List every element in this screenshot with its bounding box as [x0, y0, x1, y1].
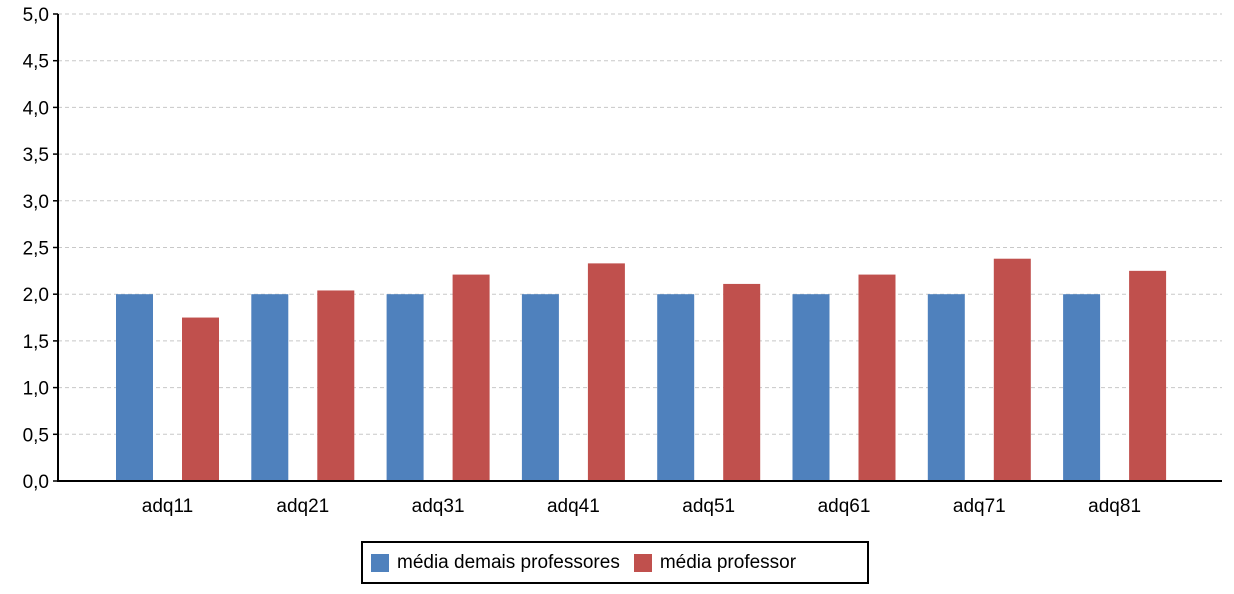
- bar-adq41-series-1: [521, 294, 559, 481]
- y-axis-ticks: 0,0 0,5 1,0 1,5 2,0 2,5 3,0 3,5 4,0 4,5 5,0: [23, 5, 58, 493]
- y-tick-label-6: 3,0: [23, 192, 49, 213]
- bar-adq81-series-1: [1063, 294, 1101, 481]
- legend-label-series-1: média demais professores: [397, 551, 620, 573]
- legend: média demais professores média professor: [361, 541, 869, 584]
- bar-adq61-series-2: [858, 274, 896, 481]
- x-tick-label-adq81: adq81: [1088, 496, 1141, 517]
- bar-adq11-series-1: [116, 294, 153, 481]
- legend-label-series-2: média professor: [659, 551, 797, 573]
- bar-adq21-series-2: [317, 290, 355, 481]
- y-tick-label-9: 4,5: [23, 52, 49, 73]
- y-tick-label-5: 2,5: [23, 239, 49, 260]
- x-tick-label-adq21: adq21: [276, 496, 329, 517]
- bar-adq51-series-1: [657, 294, 695, 481]
- bar-adq11-series-2: [182, 317, 219, 481]
- y-tick-label-8: 4,0: [23, 98, 49, 119]
- x-tick-label-adq11: adq11: [142, 496, 193, 517]
- grid-lines: [58, 13, 1222, 435]
- bar-adq31-series-1: [386, 294, 424, 481]
- legend-item-series-1: média demais professores: [371, 552, 620, 574]
- y-tick-label-0: 0,0: [23, 472, 49, 493]
- y-tick-label-10: 5,0: [23, 5, 49, 26]
- y-tick-label-4: 2,0: [23, 285, 49, 306]
- x-tick-label-adq71: adq71: [953, 496, 1006, 517]
- y-tick-label-1: 0,5: [23, 425, 49, 446]
- x-axis-ticks: adq11 adq21 adq31 adq41 adq51 adq61 adq71 adq81: [142, 496, 1141, 517]
- x-tick-label-adq31: adq31: [412, 496, 465, 517]
- bar-adq51-series-2: [723, 283, 761, 481]
- bar-adq21-series-1: [251, 294, 289, 481]
- x-tick-label-adq51: adq51: [682, 496, 735, 517]
- x-tick-label-adq61: adq61: [818, 496, 871, 517]
- legend-item-series-2: média professor: [633, 551, 797, 574]
- bar-adq81-series-2: [1129, 270, 1167, 481]
- bars: [116, 258, 1167, 481]
- bar-adq61-series-1: [792, 294, 830, 481]
- bar-adq71-series-2: [993, 258, 1031, 481]
- y-tick-label-7: 3,5: [23, 145, 49, 166]
- y-tick-label-3: 1,5: [23, 332, 49, 353]
- y-tick-label-2: 1,0: [23, 379, 49, 400]
- bar-adq71-series-1: [927, 294, 965, 481]
- legend-swatch-series-2: [633, 553, 652, 572]
- bar-adq31-series-2: [452, 274, 490, 481]
- legend-swatch-series-1: [371, 553, 389, 572]
- x-tick-label-adq41: adq41: [547, 496, 600, 517]
- bar-adq41-series-2: [587, 263, 625, 481]
